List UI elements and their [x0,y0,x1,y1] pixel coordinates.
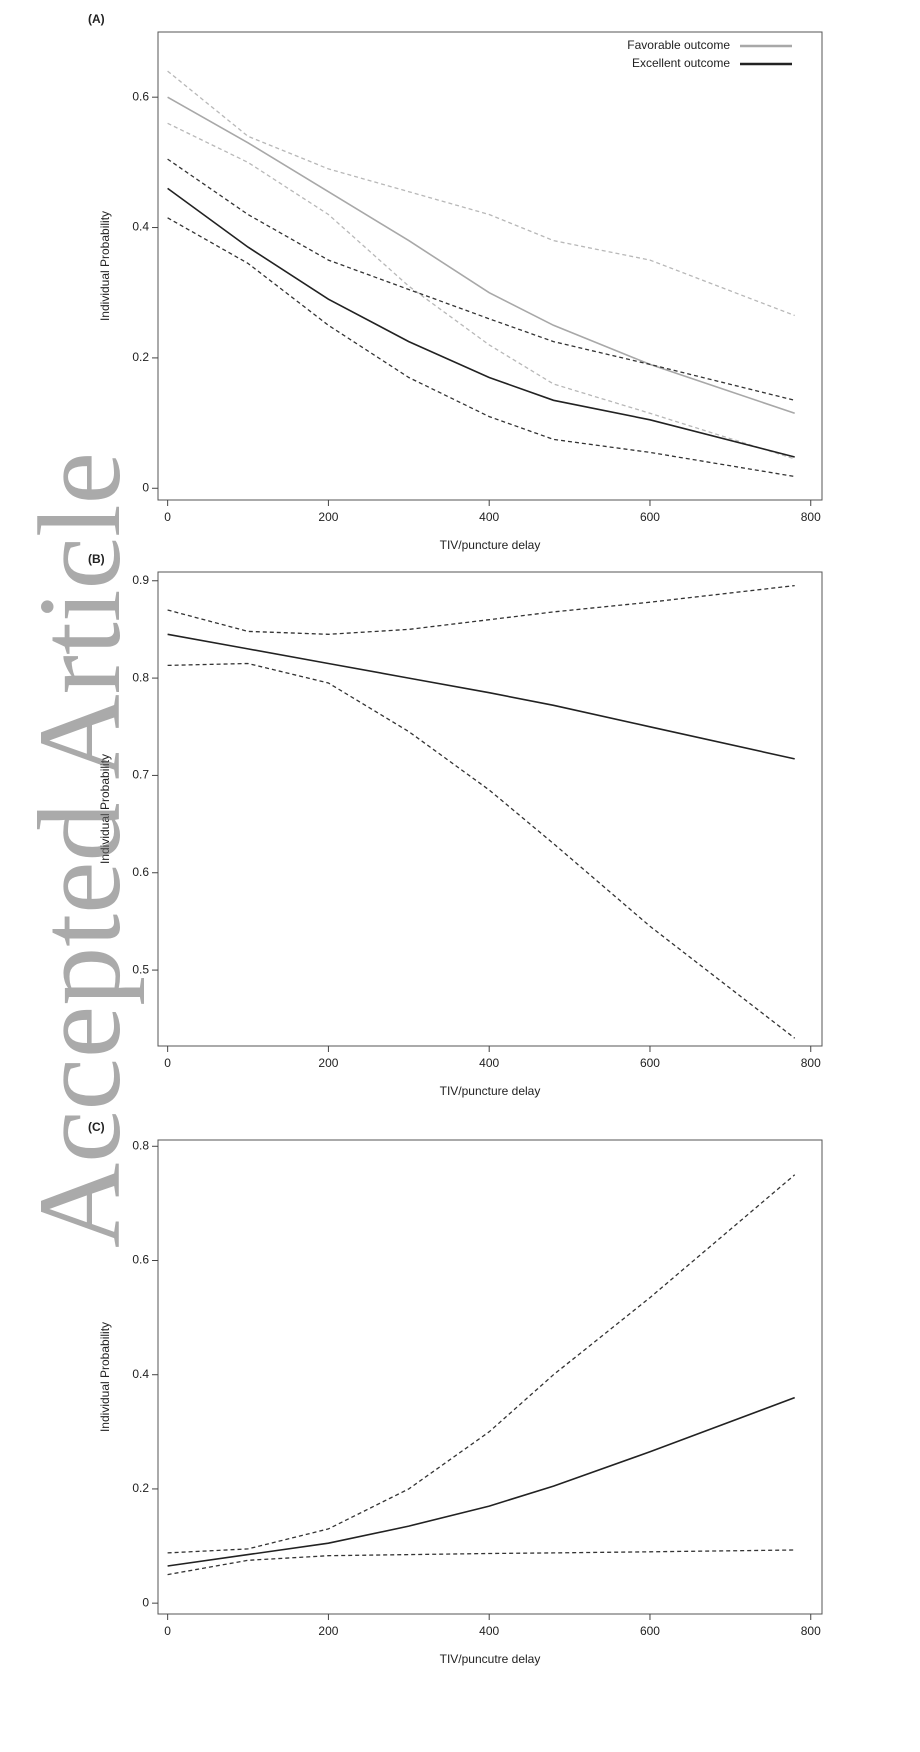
x-tick-label: 400 [479,1624,499,1638]
ci-line [167,122,795,460]
x-tick-label: 200 [318,510,338,524]
legend-label: Excellent outcome [632,56,730,70]
ci-line [167,217,795,478]
y-tick-label: 0.2 [132,350,149,364]
line [167,633,795,760]
x-tick-label: 200 [318,1624,338,1638]
ci-line [167,158,795,401]
line [167,96,795,415]
legend-label: Favorable outcome [627,38,730,52]
y-tick-label: 0 [142,1595,149,1609]
panel-label: (C) [88,1120,105,1134]
x-axis-label: TIV/puncture delay [440,538,541,552]
ci-line [167,1174,796,1554]
line [167,187,795,458]
y-tick-label: 0.9 [132,573,149,587]
x-axis-label: TIV/puncutre delay [440,1652,541,1666]
y-tick-label: 0.8 [132,670,149,684]
panel-label: (B) [88,552,105,566]
x-tick-label: 200 [318,1056,338,1070]
watermark: Accepted Article [14,452,145,1248]
y-tick-label: 0.6 [132,89,149,103]
x-tick-label: 0 [164,1056,171,1070]
y-tick-label: 0.7 [132,768,149,782]
panel-label: (A) [88,12,105,26]
x-tick-label: 800 [801,1056,821,1070]
y-tick-label: 0 [142,480,149,494]
ci-line [167,662,796,1039]
plot-frame [157,1139,823,1615]
y-tick-label: 0.5 [132,962,149,976]
x-tick-label: 800 [801,1624,821,1638]
y-tick-label: 0.8 [132,1138,149,1152]
y-axis-label: Individual Probability [98,754,112,864]
x-tick-label: 0 [164,510,171,524]
y-tick-label: 0.4 [132,1367,149,1381]
x-tick-label: 400 [479,510,499,524]
y-tick-label: 0.4 [132,220,149,234]
x-tick-label: 600 [640,1056,660,1070]
line [167,1396,795,1567]
x-tick-label: 0 [164,1624,171,1638]
y-axis-label: Individual Probability [98,1322,112,1432]
x-tick-label: 600 [640,1624,660,1638]
ci-line [167,584,795,635]
x-tick-label: 800 [801,510,821,524]
x-tick-label: 600 [640,510,660,524]
plot-frame [157,571,823,1047]
x-tick-label: 400 [479,1056,499,1070]
y-tick-label: 0.6 [132,1253,149,1267]
x-axis-label: TIV/puncture delay [440,1084,541,1098]
plot-frame [157,31,823,501]
y-tick-label: 0.2 [132,1481,149,1495]
ci-line [167,1549,795,1576]
y-axis-label: Individual Probability [98,211,112,321]
ci-line [167,70,795,317]
y-tick-label: 0.6 [132,865,149,879]
